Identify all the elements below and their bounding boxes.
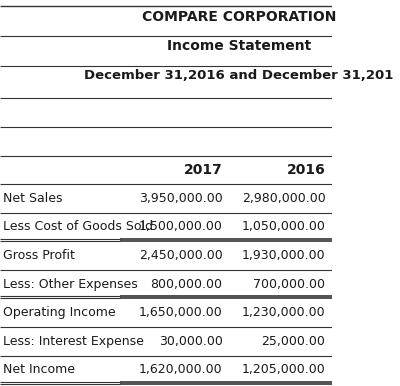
Text: Less Cost of Goods Sold: Less Cost of Goods Sold bbox=[3, 220, 153, 234]
Text: 25,000.00: 25,000.00 bbox=[262, 335, 326, 348]
Text: 1,930,000.00: 1,930,000.00 bbox=[242, 249, 326, 262]
Text: COMPARE CORPORATION: COMPARE CORPORATION bbox=[142, 10, 336, 24]
Text: 800,000.00: 800,000.00 bbox=[150, 278, 222, 291]
Text: 3,950,000.00: 3,950,000.00 bbox=[139, 192, 222, 205]
Text: Operating Income: Operating Income bbox=[3, 306, 116, 319]
Text: Less: Other Expenses: Less: Other Expenses bbox=[3, 278, 138, 291]
Text: 30,000.00: 30,000.00 bbox=[159, 335, 222, 348]
Text: 700,000.00: 700,000.00 bbox=[254, 278, 326, 291]
Text: 1,620,000.00: 1,620,000.00 bbox=[139, 363, 222, 376]
Text: Gross Profit: Gross Profit bbox=[3, 249, 75, 262]
Text: 2016: 2016 bbox=[287, 163, 326, 177]
Text: December 31,2016 and December 31,201: December 31,2016 and December 31,201 bbox=[84, 69, 394, 83]
Text: 2,980,000.00: 2,980,000.00 bbox=[242, 192, 326, 205]
Text: 1,050,000.00: 1,050,000.00 bbox=[242, 220, 326, 234]
Text: 2,450,000.00: 2,450,000.00 bbox=[139, 249, 222, 262]
Text: Less: Interest Expense: Less: Interest Expense bbox=[3, 335, 144, 348]
Text: 1,205,000.00: 1,205,000.00 bbox=[242, 363, 326, 376]
Text: Net Income: Net Income bbox=[3, 363, 75, 376]
Text: 1,230,000.00: 1,230,000.00 bbox=[242, 306, 326, 319]
Text: Net Sales: Net Sales bbox=[3, 192, 63, 205]
Text: 1,500,000.00: 1,500,000.00 bbox=[139, 220, 222, 234]
Text: 1,650,000.00: 1,650,000.00 bbox=[139, 306, 222, 319]
Text: Income Statement: Income Statement bbox=[167, 39, 311, 52]
Text: 2017: 2017 bbox=[184, 163, 222, 177]
